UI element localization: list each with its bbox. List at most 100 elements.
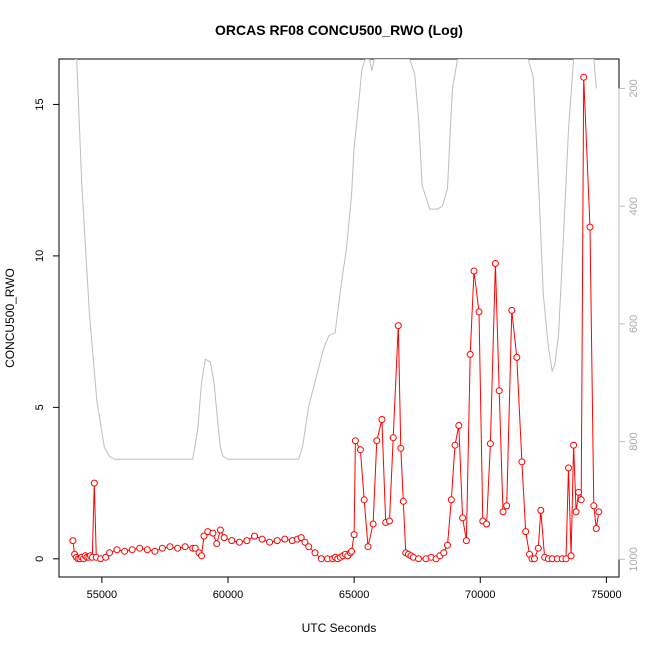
x-tick-label: 55000: [87, 589, 118, 601]
data-point: [567, 552, 575, 560]
data-point: [466, 350, 474, 358]
data-point: [565, 464, 572, 472]
data-point: [136, 544, 144, 552]
data-point: [317, 555, 325, 563]
data-point: [191, 544, 199, 552]
data-point: [513, 353, 521, 361]
data-point: [590, 502, 598, 510]
data-point: [499, 508, 507, 516]
data-point: [102, 553, 110, 561]
data-point: [251, 532, 258, 540]
axes: 55000 60000 65000 70000 75000 0 5 10 15 200 400 600…: [34, 79, 640, 601]
plot-frame: [58, 58, 620, 578]
data-point: [508, 306, 516, 314]
data-point: [360, 496, 368, 504]
data-point: [373, 437, 381, 445]
data-point: [266, 538, 274, 546]
data-point: [69, 537, 77, 545]
primary-series: [69, 73, 603, 563]
data-point: [451, 441, 459, 449]
data-point: [369, 520, 377, 528]
data-point: [158, 544, 166, 552]
x-axis-label: UTC Seconds: [302, 621, 377, 635]
right-tick-label: 600: [628, 315, 640, 333]
data-point: [399, 497, 407, 505]
data-point: [486, 440, 494, 448]
data-point: [580, 73, 588, 81]
data-point: [216, 526, 224, 534]
y-tick-label: 5: [34, 404, 46, 410]
data-point: [209, 529, 217, 537]
right-tick-label: 200: [628, 79, 640, 97]
data-point: [121, 547, 129, 555]
data-point: [301, 538, 309, 546]
data-point: [350, 531, 358, 539]
x-tick-label: 70000: [465, 589, 496, 601]
data-point: [444, 541, 451, 549]
data-point: [575, 488, 583, 496]
data-point: [534, 544, 542, 552]
x-tick-label: 75000: [591, 589, 622, 601]
data-point: [228, 537, 236, 545]
data-point: [348, 547, 356, 555]
data-point: [143, 546, 151, 554]
data-point: [562, 555, 570, 563]
data-point: [213, 540, 221, 548]
data-point: [518, 458, 526, 466]
data-point: [440, 549, 448, 557]
x-tick-label: 60000: [213, 589, 244, 601]
data-point: [305, 543, 313, 551]
data-point: [90, 479, 98, 487]
data-point: [356, 446, 364, 454]
data-point: [220, 534, 228, 542]
data-point: [592, 525, 600, 532]
secondary-series-line: [75, 59, 597, 460]
data-point: [491, 260, 499, 267]
data-point: [297, 534, 305, 542]
data-point: [258, 535, 266, 543]
data-point: [364, 543, 372, 551]
x-tick-label: 65000: [339, 589, 370, 601]
data-point: [577, 496, 585, 504]
data-point: [586, 223, 594, 231]
data-point: [351, 437, 359, 445]
data-point: [394, 322, 402, 330]
chart-title: ORCAS RF08 CONCU500_RWO (Log): [215, 22, 463, 38]
data-point: [181, 543, 189, 551]
data-point: [386, 517, 393, 525]
data-point: [570, 441, 578, 449]
data-point: [389, 434, 397, 442]
data-point: [235, 538, 243, 546]
data-point: [503, 502, 511, 510]
data-point: [281, 535, 289, 543]
data-point: [106, 549, 113, 557]
right-tick-label: 400: [628, 197, 640, 215]
right-tick-label: 1000: [628, 547, 640, 571]
data-point: [495, 387, 503, 395]
data-point: [531, 555, 538, 563]
data-point: [113, 546, 121, 554]
data-point: [378, 416, 386, 423]
data-point: [311, 549, 319, 557]
right-tick-label: 800: [628, 432, 640, 450]
data-point: [243, 537, 251, 545]
data-point: [397, 444, 405, 452]
data-point: [447, 496, 455, 504]
data-point: [572, 508, 580, 516]
primary-series-line: [72, 77, 600, 560]
data-point: [128, 546, 136, 554]
y-tick-label: 15: [34, 98, 46, 110]
data-point: [166, 543, 174, 551]
data-point: [537, 506, 545, 514]
data-point: [462, 537, 470, 545]
data-point: [151, 547, 159, 555]
data-point: [273, 537, 281, 545]
data-point: [459, 514, 467, 522]
data-point: [415, 555, 422, 563]
y-tick-label: 10: [34, 250, 46, 262]
data-point: [455, 422, 463, 429]
data-point: [595, 508, 603, 516]
y-axis-label: CONCU500_RWO: [3, 268, 17, 368]
secondary-series: [75, 59, 597, 460]
